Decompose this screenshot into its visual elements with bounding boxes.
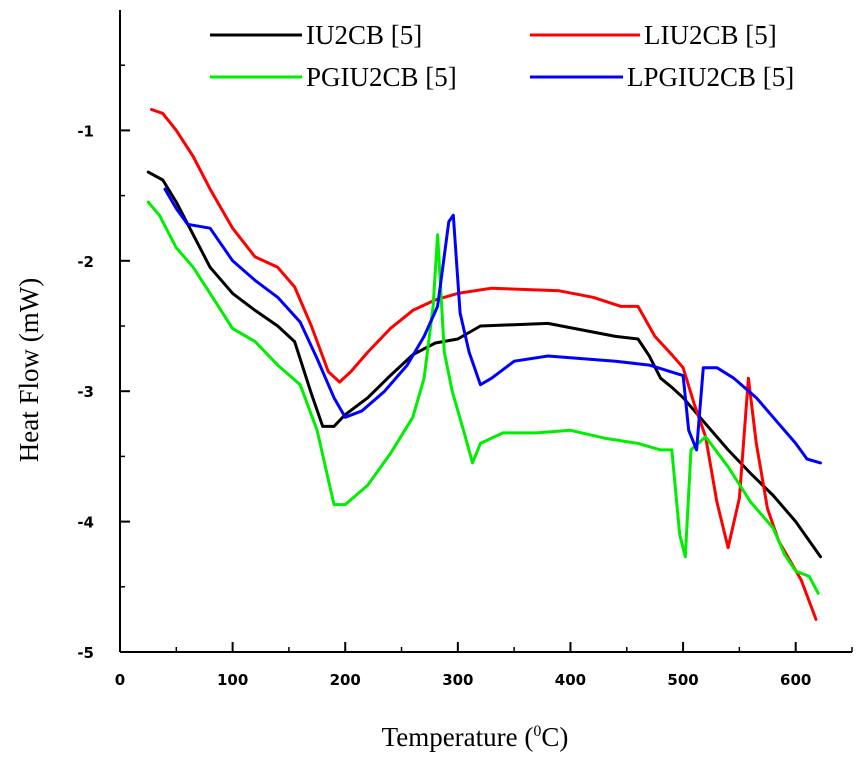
series-line-1 [146,170,822,559]
series-line-2 [150,108,818,621]
y-tick-label: -1 [77,122,94,140]
x-tick-label: 100 [217,671,248,689]
x-axis-title-main: Temperature ( [382,722,534,752]
legend-label-1: IU2CB [5] [306,20,422,50]
x-tick-label: 400 [555,671,586,689]
x-tick-label: 0 [115,671,125,689]
ticks-layer: 0 100 200 300 400 500 600 -5 -4 -3 -2 -1 [77,64,853,689]
legend-label-4: LPGIU2CB [5] [627,62,794,92]
y-axis-title: Heat Flow (mW) [14,278,44,462]
x-tick-label: 600 [780,671,811,689]
legend-label-2: LIU2CB [5] [644,20,777,50]
x-axis-title-end: C) [541,722,568,752]
x-tick-label: 500 [667,671,698,689]
legend-label-3: PGIU2CB [5] [306,62,457,92]
series-line-3 [146,200,820,595]
legend: IU2CB [5] LIU2CB [5] PGIU2CB [5] LPGIU2CB [… [210,20,794,92]
axes-layer [119,10,852,653]
x-tick-label: 300 [442,671,473,689]
y-tick-label: -4 [77,514,94,532]
x-tick-label: 200 [330,671,361,689]
series-line-4 [163,187,822,465]
x-axis-title: Temperature (0C) [382,722,569,752]
x-axis-title-superscript: 0 [533,723,541,740]
y-tick-label: -5 [77,644,94,662]
y-tick-label: -3 [77,383,94,401]
series-layer [146,108,822,621]
y-tick-label: -2 [77,253,94,271]
